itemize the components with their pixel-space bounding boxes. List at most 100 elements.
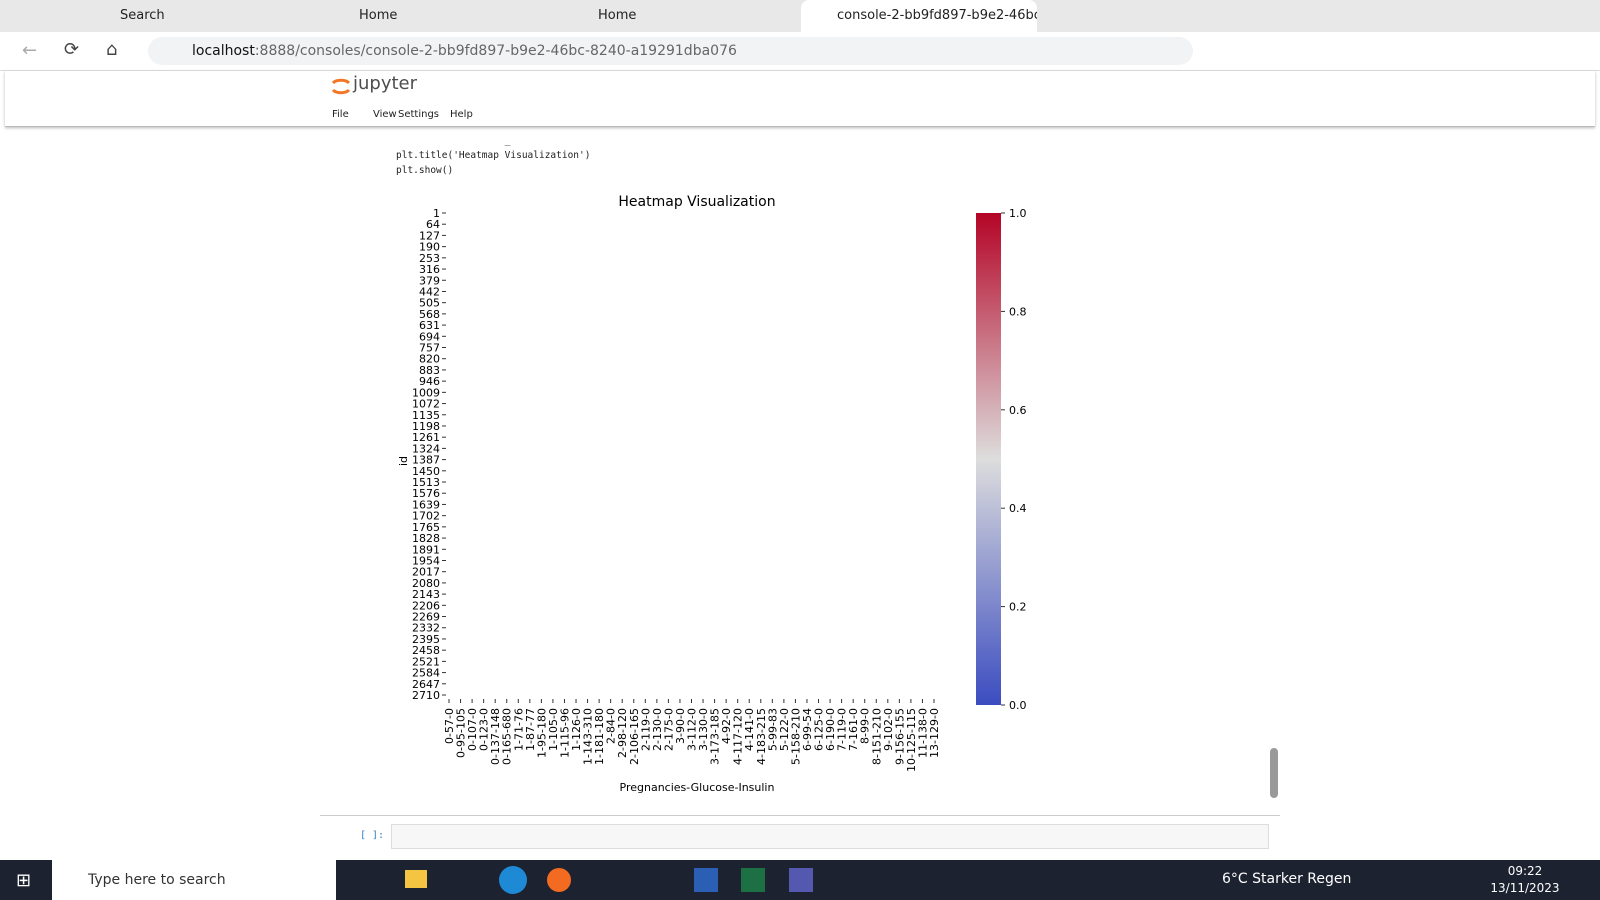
browser-tab[interactable]: Home	[359, 8, 398, 23]
y-tick-label: 757	[419, 342, 440, 355]
x-tick-label: 4-183-215	[755, 708, 768, 765]
teams-icon[interactable]	[789, 868, 813, 892]
y-tick-label: 2395	[412, 633, 440, 646]
x-tick-label: 5-99-83	[766, 708, 779, 751]
x-tick-label: 0-107-0	[466, 708, 479, 751]
colorbar-tick-label: 0.2	[1009, 601, 1027, 614]
y-tick-label: 820	[419, 353, 440, 366]
url-field[interactable]: localhost:8888/consoles/console-2-bb9fd8…	[148, 37, 1193, 65]
code-input[interactable]	[391, 824, 1269, 849]
y-tick-label: 505	[419, 297, 440, 310]
clock-date[interactable]: 13/11/2023	[1490, 881, 1560, 895]
x-tick-label: 2-98-120	[616, 708, 629, 758]
home-icon[interactable]: ⌂	[106, 39, 118, 60]
browser-tab[interactable]: console-2-bb9fd897-b9e2-46bc-	[801, 0, 1037, 32]
x-tick-label: 1-95-180	[535, 708, 548, 758]
weather[interactable]: 6°C Starker Regen	[1222, 871, 1352, 887]
y-tick-label: 946	[419, 375, 440, 388]
x-tick-label: 4-141-0	[743, 708, 756, 751]
x-tick-label: 2-106-165	[628, 708, 641, 765]
x-tick-label: 4-92-0	[720, 708, 733, 744]
console-panel: Heatmap Visualization 1 64 127 190 253 316 379 4…	[320, 145, 1280, 816]
x-tick-label: 6-125-0	[813, 708, 826, 751]
y-tick-label: 2017	[412, 566, 440, 579]
y-tick-label: 1576	[412, 487, 440, 500]
jupyter-logo: jupyter	[353, 73, 418, 94]
x-tick-label: 3-130-0	[697, 708, 710, 751]
code-line: sns.heatmap(heatmap_data, cmap='coolwarm…	[396, 145, 854, 146]
x-tick-label: 9-102-0	[882, 708, 895, 751]
x-tick-label: 1-143-310	[582, 708, 595, 765]
x-tick-label: 2-84-0	[605, 708, 618, 744]
y-tick-label: 1450	[412, 465, 440, 478]
x-tick-label: 0-57-0	[443, 708, 456, 744]
taskbar: ⊞ Type here to search 6°C Starker Regen …	[0, 860, 1600, 900]
x-tick-label: 9-156-155	[893, 708, 906, 765]
y-tick-label: 1009	[412, 386, 440, 399]
y-tick-label: 1954	[412, 554, 440, 567]
heatmap-output: Heatmap Visualization1641271902533163794…	[397, 194, 1027, 794]
x-tick-label: 2-175-0	[662, 708, 675, 751]
code-line: plt.title('Heatmap Visualization')	[396, 150, 591, 161]
x-tick-label: 3-90-0	[674, 708, 687, 744]
x-tick-label: 5-122-0	[778, 708, 791, 751]
y-tick-label: 127	[419, 229, 440, 242]
x-tick-label: 2-119-0	[639, 708, 652, 751]
y-axis-label: id	[397, 456, 410, 466]
colorbar-tick-label: 0.4	[1009, 502, 1027, 515]
reload-icon[interactable]: ⟳	[64, 39, 80, 60]
scroll-thumb[interactable]	[1270, 748, 1278, 798]
x-tick-label: 0-165-680	[501, 708, 514, 765]
colorbar-tick-label: 0.8	[1009, 305, 1027, 318]
browser-tab[interactable]: Home	[598, 8, 637, 23]
x-tick-label: 1-115-96	[558, 708, 571, 758]
x-tick-label: 8-99-0	[859, 708, 872, 744]
x-tick-label: 0-123-0	[478, 708, 491, 751]
x-tick-label: 4-117-120	[732, 708, 745, 765]
scrollbar[interactable]	[1270, 153, 1278, 803]
back-icon[interactable]: ←	[22, 40, 38, 61]
word-icon[interactable]	[694, 868, 718, 892]
explorer-icon[interactable]	[405, 870, 427, 888]
search-box[interactable]: Type here to search	[52, 860, 336, 900]
y-tick-label: 316	[419, 263, 440, 276]
excel-icon[interactable]	[741, 868, 765, 892]
x-tick-label: 10-125-115	[905, 708, 918, 772]
x-tick-label: 1-87-77	[524, 708, 537, 751]
y-tick-label: 1639	[412, 498, 440, 511]
colorbar-tick-label: 0.6	[1009, 404, 1027, 417]
y-tick-label: 1261	[412, 431, 440, 444]
y-tick-label: 2206	[412, 599, 440, 612]
x-tick-label: 1-181-180	[593, 708, 606, 765]
y-tick-label: 1072	[412, 398, 440, 411]
menu-item[interactable]: File	[332, 109, 349, 120]
tab-strip: Search Home Home console-2-bb9fd897-b9e2-46…	[0, 0, 1600, 32]
y-tick-label: 1324	[412, 442, 440, 455]
edge-icon[interactable]	[499, 866, 527, 894]
firefox-icon[interactable]	[547, 868, 571, 892]
y-tick-label: 2458	[412, 644, 440, 657]
y-tick-label: 1702	[412, 510, 440, 523]
y-tick-label: 2143	[412, 588, 440, 601]
code-line: plt.show()	[396, 165, 454, 176]
menu-item[interactable]: View	[373, 109, 397, 120]
x-tick-label: 3-173-185	[709, 708, 722, 765]
menu-item[interactable]: Help	[450, 109, 473, 120]
y-tick-label: 1513	[412, 476, 440, 489]
browser-tab[interactable]: Search	[120, 8, 165, 23]
y-tick-label: 2332	[412, 622, 440, 635]
x-tick-label: 0-95-105	[455, 708, 468, 758]
x-tick-label: 2-130-0	[651, 708, 664, 751]
y-tick-label: 883	[419, 364, 440, 377]
y-tick-label: 1	[433, 207, 440, 220]
y-tick-label: 190	[419, 241, 440, 254]
x-tick-label: 7-119-0	[836, 708, 849, 751]
y-tick-label: 631	[419, 319, 440, 332]
input-prompt: [ ]:	[360, 830, 385, 841]
x-tick-label: 0-137-148	[489, 708, 502, 765]
clock-time[interactable]: 09:22	[1507, 864, 1543, 878]
menu-item[interactable]: Settings	[398, 109, 440, 120]
y-tick-label: 64	[426, 218, 440, 231]
start-button[interactable]: ⊞	[16, 870, 32, 891]
